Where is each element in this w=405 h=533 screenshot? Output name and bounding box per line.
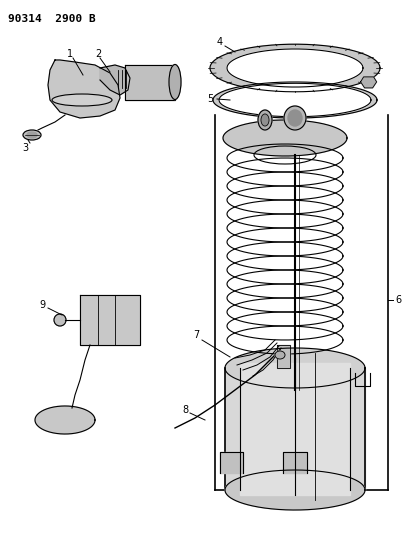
Text: 6: 6 [395,295,401,305]
Polygon shape [240,363,350,495]
Polygon shape [227,49,363,87]
Ellipse shape [275,351,285,359]
Ellipse shape [27,132,37,138]
Polygon shape [277,345,290,368]
Text: 1: 1 [67,49,73,59]
Text: 5: 5 [207,94,213,104]
Ellipse shape [288,110,302,126]
Ellipse shape [23,130,41,140]
Text: 4: 4 [217,37,223,47]
Text: 8: 8 [182,405,188,415]
Text: 90314  2900 B: 90314 2900 B [8,14,96,24]
Polygon shape [210,44,380,92]
Ellipse shape [54,314,66,326]
Text: 3: 3 [22,143,28,153]
Polygon shape [80,295,140,345]
Ellipse shape [258,110,272,130]
Text: 2: 2 [95,49,101,59]
Polygon shape [100,65,130,95]
Text: 9: 9 [39,300,45,310]
Polygon shape [35,406,95,434]
Text: 7: 7 [193,330,199,340]
Ellipse shape [169,64,181,100]
Polygon shape [48,60,120,118]
Ellipse shape [261,114,269,126]
Polygon shape [225,470,365,510]
Polygon shape [225,348,365,388]
Polygon shape [223,120,347,156]
Polygon shape [219,83,371,117]
Polygon shape [213,82,377,118]
Polygon shape [360,77,377,88]
Ellipse shape [284,106,306,130]
Polygon shape [225,368,365,490]
Polygon shape [220,452,243,473]
Polygon shape [283,452,307,473]
Polygon shape [125,65,175,100]
Ellipse shape [52,94,112,106]
